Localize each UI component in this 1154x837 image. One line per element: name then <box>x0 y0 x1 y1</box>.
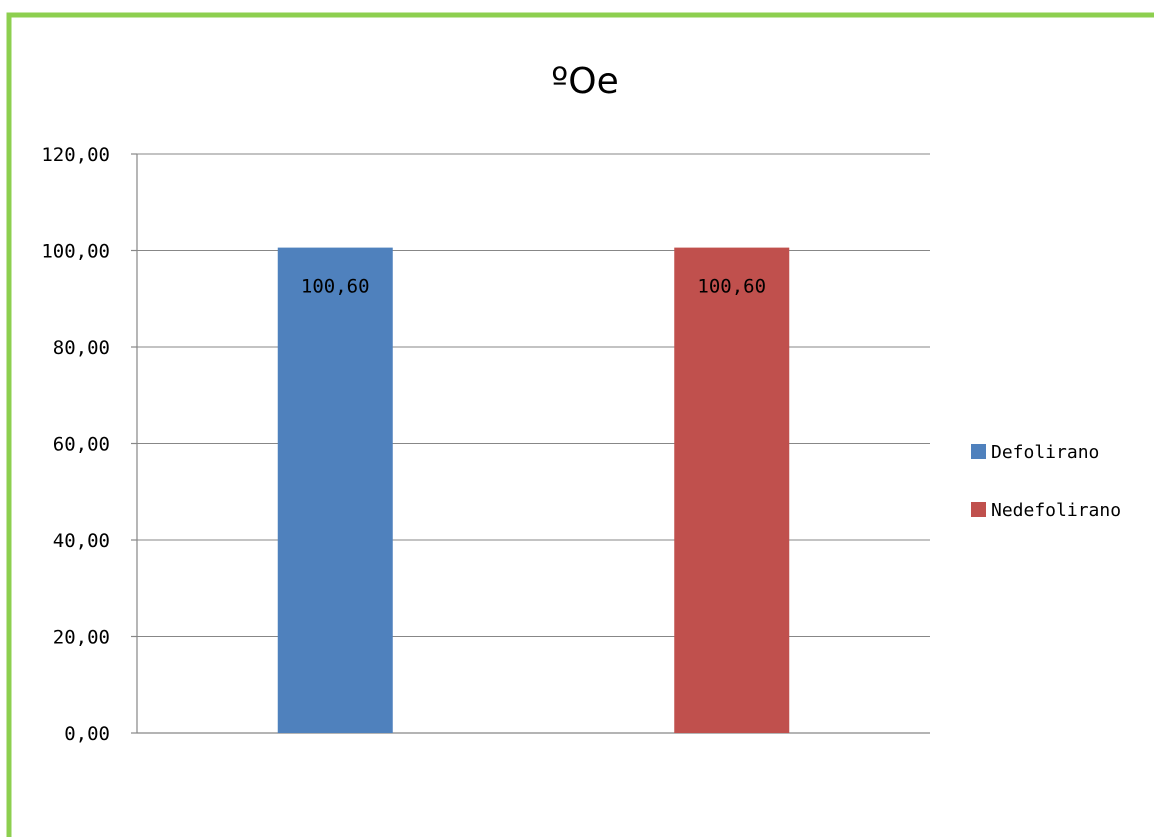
y-axis-tick-labels: 0,00 20,00 40,00 60,00 80,00 100,00 120,00 <box>41 144 110 745</box>
legend-label-nedefolirano: Nedefolirano <box>991 500 1121 521</box>
data-label-nedefolirano: 100,60 <box>697 276 766 298</box>
bars <box>277 247 790 734</box>
data-label-defolirano: 100,60 <box>301 276 370 298</box>
y-axis-tick-label: 40,00 <box>53 530 110 552</box>
bar-nedefolirano <box>674 247 790 734</box>
y-axis-tick-label: 60,00 <box>53 434 110 456</box>
chart-frame-border <box>6 12 1154 837</box>
legend-label-defolirano: Defolirano <box>991 442 1099 463</box>
legend-swatch-defolirano <box>971 444 986 459</box>
legend-swatch-nedefolirano <box>971 502 986 517</box>
y-axis-tick-label: 20,00 <box>53 627 110 649</box>
y-axis-tick-label: 100,00 <box>41 241 110 263</box>
y-axis-tick-label: 80,00 <box>53 337 110 359</box>
y-axis-tick-label: 120,00 <box>41 144 110 166</box>
grid-lines <box>131 153 930 734</box>
chart-title: ºOe <box>551 61 618 102</box>
legend: Defolirano Nedefolirano <box>971 442 1121 521</box>
bar-defolirano <box>277 247 393 734</box>
y-axis-tick-label: 0,00 <box>64 723 110 745</box>
data-labels: 100,60 100,60 <box>301 276 766 298</box>
